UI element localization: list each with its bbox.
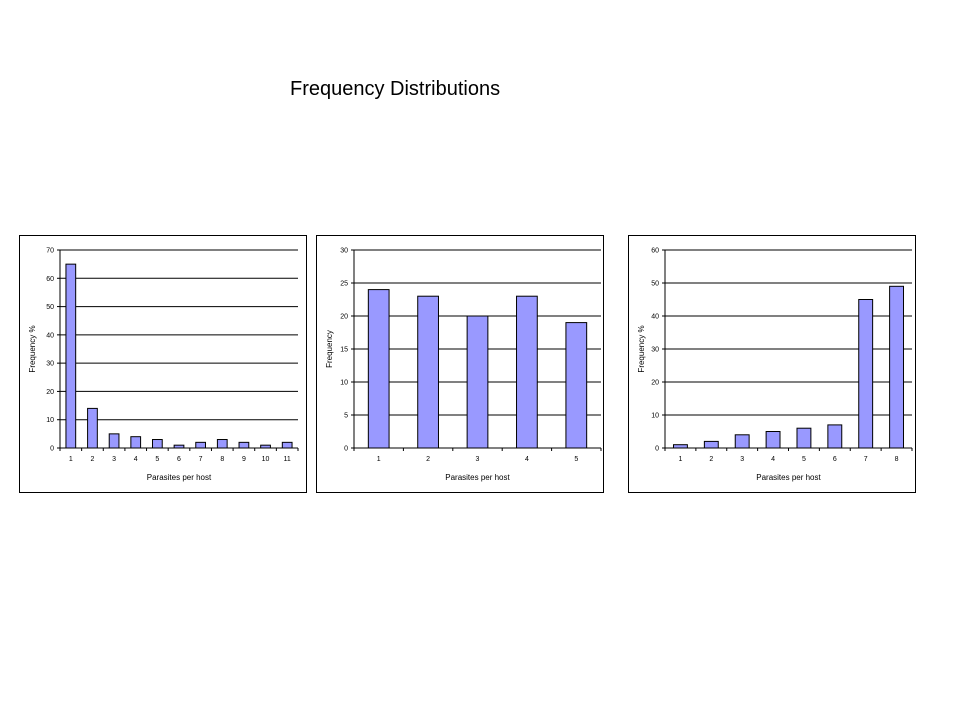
y-tick-label: 10	[340, 380, 348, 387]
y-tick-label: 50	[651, 281, 659, 288]
x-tick-label: 1	[377, 456, 381, 463]
x-tick-label: 3	[740, 456, 744, 463]
x-tick-label: 9	[242, 456, 246, 463]
bar-chart-1: 0 10 20 30 40 50 60 70 1 2 3 4 5 6 7 8 9 10 11 Parasites pe…	[28, 248, 299, 482]
y-tick-label: 15	[340, 347, 348, 354]
x-tick-label: 10	[262, 456, 270, 463]
bar	[151, 439, 163, 449]
bar	[238, 441, 250, 449]
x-tick-label: 4	[134, 456, 138, 463]
chart-panel-1: 0 10 20 30 40 50 60 70 1 2 3 4 5 6 7 8 9 10 11 Parasites pe…	[19, 235, 307, 493]
x-tick-label: 5	[155, 456, 159, 463]
y-tick-label: 25	[340, 281, 348, 288]
x-tick-label: 1	[678, 456, 682, 463]
x-axis-label: Parasites per host	[147, 473, 212, 482]
x-tick-label: 8	[220, 456, 224, 463]
bar	[466, 315, 489, 449]
bar	[130, 436, 142, 449]
y-tick-label: 60	[651, 248, 659, 255]
y-tick-label: 0	[655, 446, 659, 453]
bar	[87, 407, 98, 449]
bar	[216, 439, 228, 449]
x-tick-label: 3	[476, 456, 480, 463]
y-tick-label: 30	[340, 248, 348, 255]
bar	[417, 295, 439, 449]
x-tick-label: 7	[864, 456, 868, 463]
y-tick-label: 5	[344, 413, 348, 420]
x-tick-label: 6	[833, 456, 837, 463]
x-tick-label: 7	[199, 456, 203, 463]
y-tick-label: 0	[50, 446, 54, 453]
y-tick-label: 60	[46, 276, 54, 283]
x-tick-label: 2	[709, 456, 713, 463]
y-tick-label: 10	[651, 413, 659, 420]
y-tick-label: 70	[46, 248, 54, 255]
x-tick-label: 2	[426, 456, 430, 463]
x-tick-label: 4	[525, 456, 529, 463]
y-tick-label: 20	[46, 389, 54, 396]
x-axis-label: Parasites per host	[756, 473, 821, 482]
chart-panel-2: 0 5 10 15 20 25 30 1 2 3 4 5 Parasites per host Frequ…	[316, 235, 604, 493]
y-axis-label: Frequency %	[637, 325, 646, 372]
bar	[367, 289, 390, 449]
bar	[827, 424, 843, 449]
x-tick-label: 11	[284, 456, 291, 463]
bar-chart-2: 0 5 10 15 20 25 30 1 2 3 4 5 Parasites per host Frequ…	[325, 248, 602, 482]
x-tick-label: 4	[771, 456, 775, 463]
bar	[281, 441, 293, 449]
y-tick-label: 20	[340, 314, 348, 321]
chart-panel-3: 0 10 20 30 40 50 60 1 2 3 4 5 6 7 8 Parasites per host F…	[628, 235, 916, 493]
x-tick-label: 1	[69, 456, 73, 463]
y-tick-label: 0	[344, 446, 348, 453]
y-tick-label: 40	[651, 314, 659, 321]
y-tick-label: 30	[46, 361, 54, 368]
y-axis-label: Frequency	[325, 330, 334, 368]
bar	[516, 295, 538, 449]
bar	[703, 440, 719, 449]
bar	[108, 433, 120, 449]
y-axis-label: Frequency %	[28, 325, 37, 372]
y-tick-label: 50	[46, 304, 54, 311]
page-title: Frequency Distributions	[290, 78, 501, 100]
y-tick-label: 20	[651, 380, 659, 387]
y-tick-label: 30	[651, 347, 659, 354]
x-tick-label: 6	[177, 456, 181, 463]
x-tick-label: 2	[91, 456, 95, 463]
bar-chart-3: 0 10 20 30 40 50 60 1 2 3 4 5 6 7 8 Parasites per host F…	[637, 248, 913, 482]
bar	[195, 441, 207, 449]
bar	[858, 299, 874, 449]
bar	[65, 263, 77, 449]
x-axis-label: Parasites per host	[445, 473, 510, 482]
bar	[565, 322, 588, 449]
bar	[889, 285, 905, 449]
bar	[765, 431, 781, 449]
x-tick-label: 5	[574, 456, 578, 463]
x-tick-label: 8	[895, 456, 899, 463]
y-tick-label: 10	[46, 417, 54, 424]
bar	[796, 427, 812, 449]
bar	[734, 434, 750, 449]
x-tick-label: 3	[112, 456, 116, 463]
x-tick-label: 5	[802, 456, 806, 463]
y-tick-label: 40	[46, 332, 54, 339]
